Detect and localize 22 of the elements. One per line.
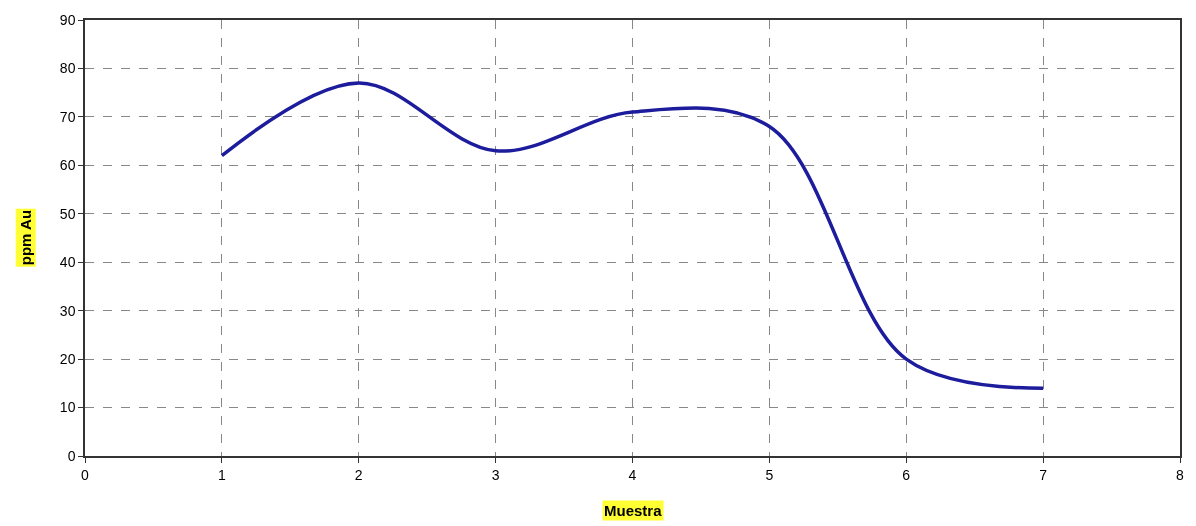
x-tick-label: 6 [902,466,911,483]
y-tick-label: 40 [59,254,76,271]
line-series [220,81,1045,390]
y-tick-label: 80 [59,60,76,77]
x-tick-label: 3 [491,466,500,483]
y-tick-label: 10 [59,399,76,416]
x-tick-label: 5 [765,466,774,483]
x-tick-label: 7 [1039,466,1048,483]
y-tick-label: 20 [59,351,76,368]
x-tick-label: 8 [1176,466,1185,483]
y-axis-title: ppm Au [17,209,35,266]
x-tick-label: 0 [81,466,90,483]
y-tick-label: 50 [59,205,76,222]
y-tick-label: 70 [59,108,76,125]
x-axis-title: Muestra [604,502,663,519]
x-tick-label: 1 [217,466,226,483]
y-tick-label: 0 [67,447,76,464]
y-tick-label: 90 [59,11,76,28]
x-tick-label: 4 [628,466,637,483]
y-tick-label: 60 [59,157,76,174]
x-tick-label: 2 [354,466,363,483]
y-tick-label: 30 [59,302,76,319]
